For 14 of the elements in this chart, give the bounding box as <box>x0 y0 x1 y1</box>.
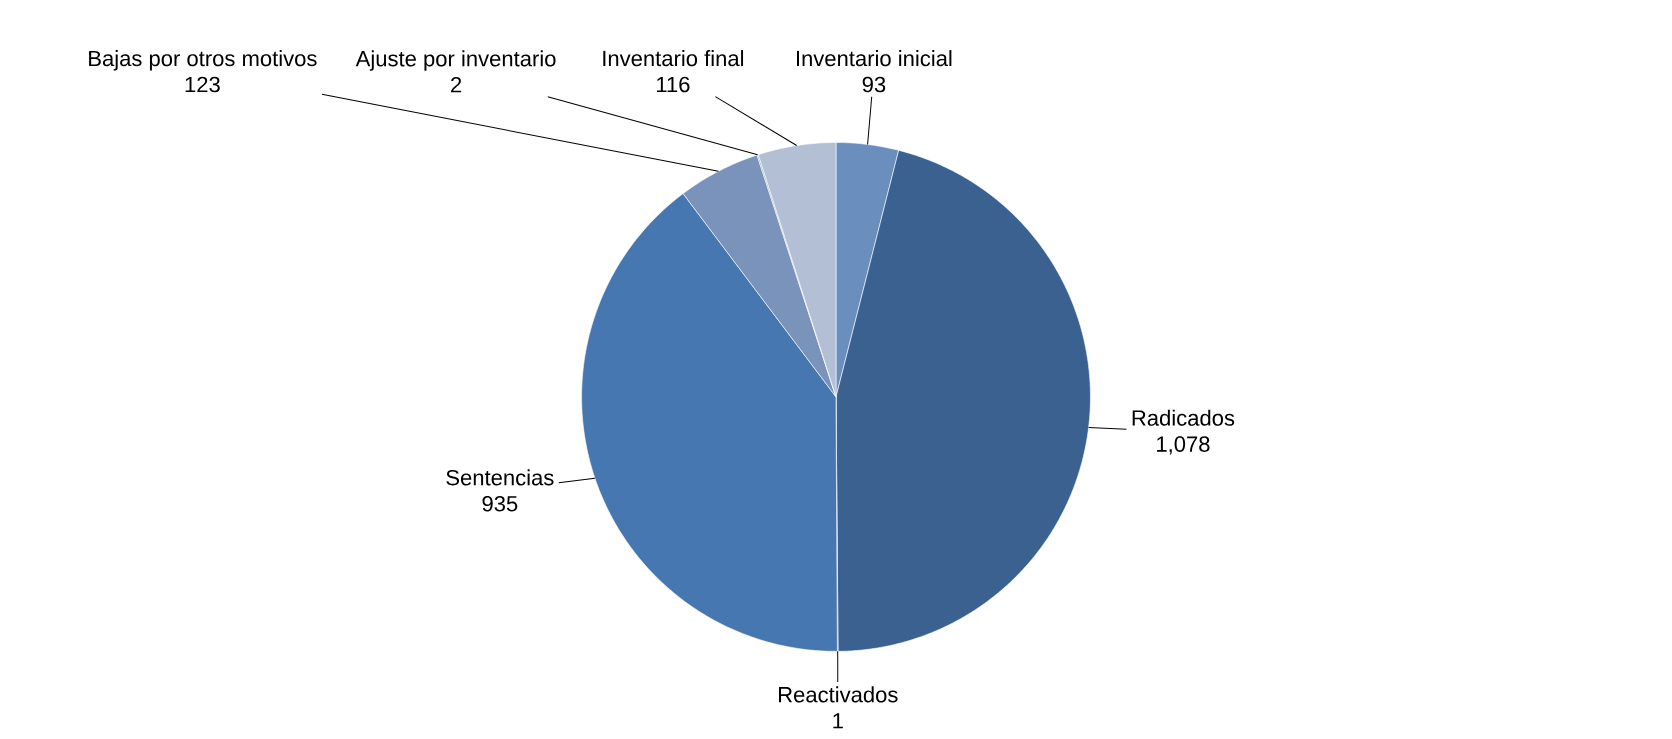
data-label: 2 <box>451 77 462 93</box>
data-label: 1,078 <box>1157 436 1210 455</box>
data-label: 1 <box>833 713 843 729</box>
data-label: 93 <box>862 76 886 93</box>
slice-label: Inventario inicial <box>796 50 952 67</box>
slice-label: Sentencias <box>446 469 554 486</box>
slice-label: Radicados <box>1132 409 1235 427</box>
slice-label: Bajas por otros motivos <box>89 50 317 71</box>
data-label: 935 <box>482 496 518 512</box>
slice-label: Reactivados <box>779 686 898 703</box>
slice-label: Inventario final <box>603 50 744 67</box>
slice-label: Ajuste por inventario <box>355 50 556 71</box>
data-label: 123 <box>185 76 220 93</box>
data-label: 116 <box>657 76 690 93</box>
